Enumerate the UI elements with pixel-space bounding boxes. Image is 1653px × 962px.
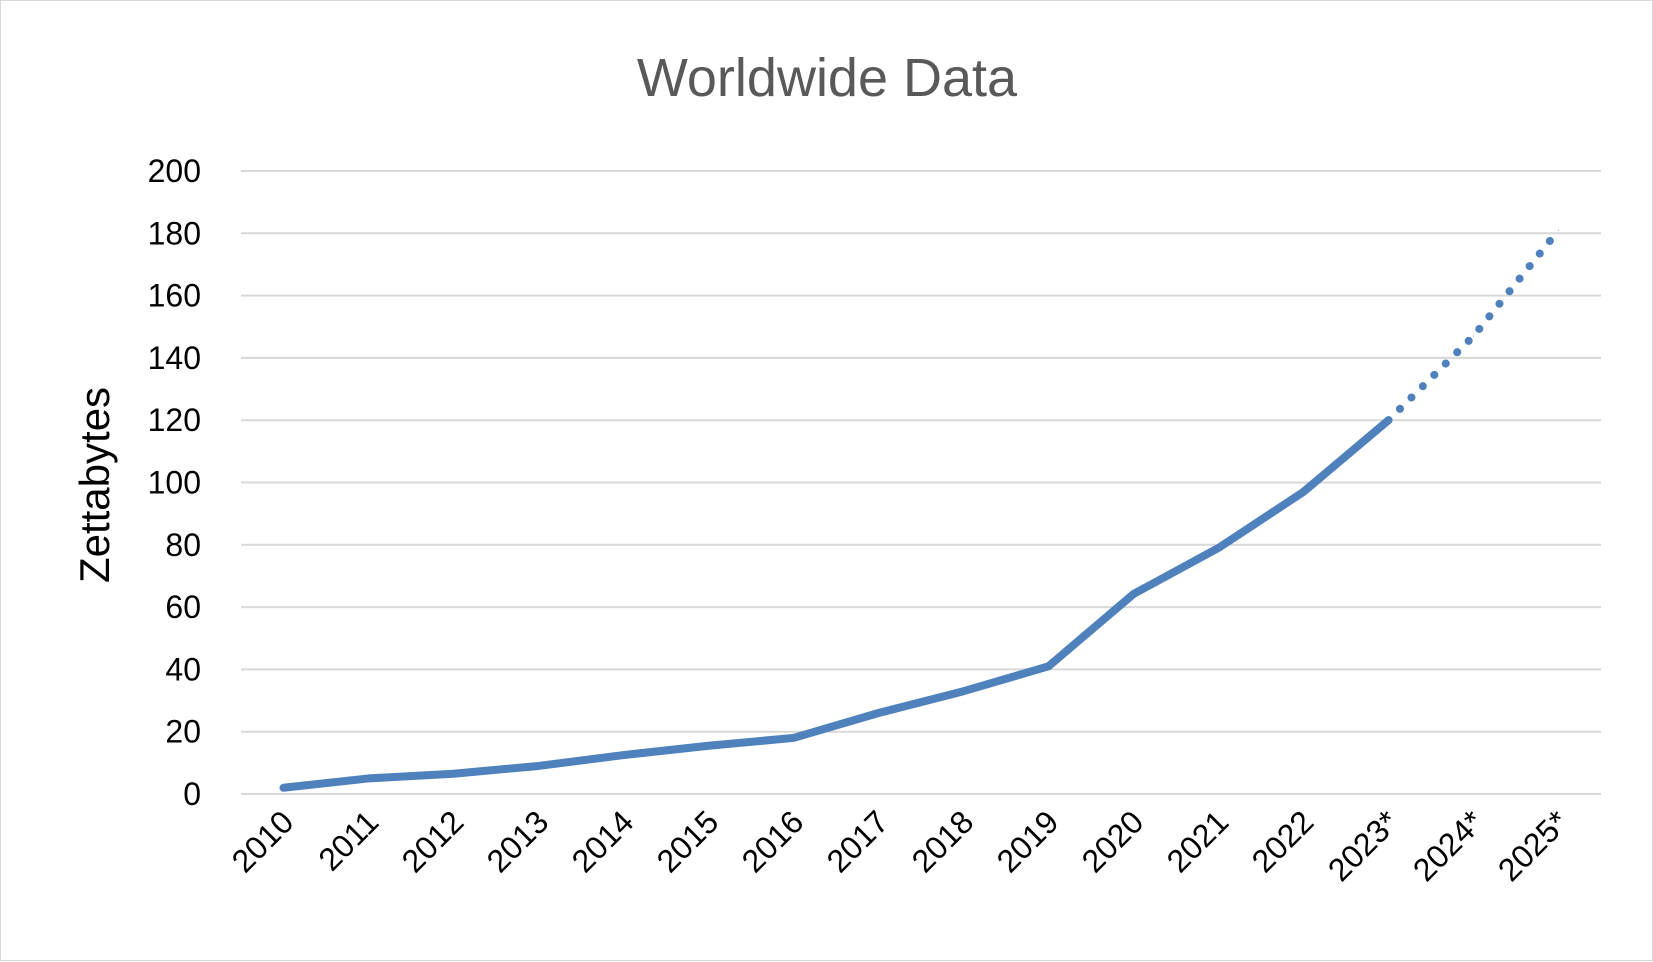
x-tick-label: 2018 bbox=[905, 803, 981, 879]
x-tick-label: 2024* bbox=[1406, 803, 1491, 888]
data-point bbox=[963, 690, 964, 692]
y-tick-label: 200 bbox=[148, 153, 201, 189]
chart-title: Worldwide Data bbox=[637, 48, 1018, 108]
x-tick-label: 2025* bbox=[1491, 803, 1576, 888]
data-point bbox=[708, 745, 709, 747]
data-point bbox=[623, 754, 624, 756]
series-line-actual bbox=[279, 416, 1393, 792]
x-tick-label: 2010 bbox=[225, 803, 301, 879]
data-point bbox=[1473, 335, 1474, 337]
x-tick-label: 2013 bbox=[480, 803, 556, 879]
data-point bbox=[1133, 593, 1134, 595]
y-tick-label: 180 bbox=[148, 215, 201, 251]
y-tick-label: 40 bbox=[165, 651, 201, 687]
data-point bbox=[453, 773, 454, 775]
data-point bbox=[878, 712, 879, 714]
y-axis-label: Zettabytes bbox=[71, 387, 118, 583]
x-tick-label: 2022 bbox=[1245, 803, 1321, 879]
y-tick-label: 140 bbox=[148, 340, 201, 376]
data-point bbox=[1558, 229, 1559, 231]
data-point bbox=[1048, 665, 1049, 667]
y-tick-label: 120 bbox=[148, 402, 201, 438]
y-axis-ticks: 0 20 40 60 80 100 120 140 160 180 200 bbox=[148, 153, 201, 812]
data-point bbox=[1218, 547, 1219, 549]
data-point bbox=[538, 765, 539, 767]
series-layer bbox=[279, 226, 1563, 792]
y-tick-label: 20 bbox=[165, 714, 201, 750]
y-tick-label: 60 bbox=[165, 589, 201, 625]
data-point bbox=[1388, 419, 1389, 421]
gridlines bbox=[241, 170, 1601, 795]
y-tick-label: 80 bbox=[165, 527, 201, 563]
x-tick-label: 2011 bbox=[311, 803, 385, 877]
x-tick-label: 2015 bbox=[650, 803, 726, 879]
x-tick-label: 2014 bbox=[565, 803, 641, 879]
y-tick-label: 160 bbox=[148, 278, 201, 314]
x-axis-ticks: 2010 2011 2012 2013 2014 2015 2016 2017 2018 2019… bbox=[225, 803, 1576, 888]
x-tick-label: 2021 bbox=[1160, 803, 1236, 879]
x-tick-label: 2020 bbox=[1075, 803, 1151, 879]
x-tick-label: 2017 bbox=[820, 803, 896, 879]
y-tick-label: 100 bbox=[148, 465, 201, 501]
x-tick-label: 2012 bbox=[395, 803, 471, 879]
data-point bbox=[283, 787, 284, 789]
x-tick-label: 2016 bbox=[735, 803, 811, 879]
data-point bbox=[793, 737, 794, 739]
x-tick-label: 2019 bbox=[990, 803, 1066, 879]
y-tick-label: 0 bbox=[183, 776, 201, 812]
data-point bbox=[368, 777, 369, 779]
data-point bbox=[1303, 491, 1304, 493]
series-line-projected bbox=[1384, 226, 1563, 425]
x-tick-label: 2023* bbox=[1321, 803, 1406, 888]
